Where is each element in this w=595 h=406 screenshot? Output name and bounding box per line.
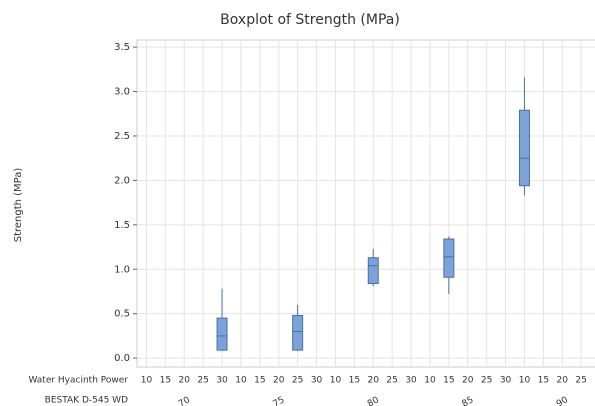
- x-tick-label: 20: [179, 376, 191, 386]
- x-tick-label: 20: [462, 376, 474, 386]
- x-tick-label: 10: [141, 376, 153, 386]
- x-tick-label: 25: [292, 376, 303, 386]
- x-tick-label: 15: [160, 376, 171, 386]
- x-row-label: Water Hyacinth Power: [28, 376, 128, 386]
- x-tick-label: 10: [235, 376, 247, 386]
- y-tick-label: 3.0: [114, 87, 130, 98]
- x-tick-label: 20: [557, 376, 569, 386]
- plot-area: [136, 39, 595, 368]
- x-tick-label: 10: [424, 376, 436, 386]
- x-tick-label: 30: [500, 376, 512, 386]
- x-tick-label: 25: [386, 376, 397, 386]
- x-tick-label: 15: [538, 376, 549, 386]
- x-group-label: 80: [366, 395, 381, 406]
- x-row-label: BESTAK D-545 WD: [45, 396, 128, 406]
- box: [292, 314, 304, 351]
- x-tick-label: 10: [330, 376, 342, 386]
- y-tick-label: 2.0: [114, 175, 130, 186]
- x-tick-label: 25: [575, 376, 586, 386]
- y-tick-label: 2.5: [114, 131, 130, 142]
- chart-title: Boxplot of Strength (MPa): [220, 12, 400, 28]
- y-tick-label: 3.5: [114, 42, 130, 53]
- box: [367, 257, 379, 284]
- x-tick-label: 30: [405, 376, 417, 386]
- y-tick-label: 0.0: [114, 353, 130, 364]
- x-tick-label: 15: [254, 376, 265, 386]
- y-axis-label: Strength (MPa): [13, 168, 24, 243]
- x-group-label: 90: [555, 395, 570, 406]
- y-tick-label: 1.0: [114, 264, 130, 275]
- x-group-label: 75: [272, 395, 287, 406]
- x-tick-label: 30: [216, 376, 228, 386]
- x-tick-label: 25: [197, 376, 208, 386]
- y-tick-label: 0.5: [114, 309, 130, 320]
- x-group-label: 85: [461, 395, 476, 406]
- box: [216, 317, 228, 351]
- x-tick-label: 20: [273, 376, 285, 386]
- x-tick-label: 10: [519, 376, 531, 386]
- y-tick-label: 1.5: [114, 220, 130, 231]
- x-tick-label: 15: [443, 376, 454, 386]
- x-group-label: 70: [177, 395, 192, 406]
- x-tick-label: 15: [349, 376, 360, 386]
- box: [518, 109, 530, 187]
- x-tick-label: 20: [368, 376, 380, 386]
- x-tick-label: 25: [481, 376, 492, 386]
- x-tick-label: 30: [311, 376, 323, 386]
- box: [443, 238, 455, 278]
